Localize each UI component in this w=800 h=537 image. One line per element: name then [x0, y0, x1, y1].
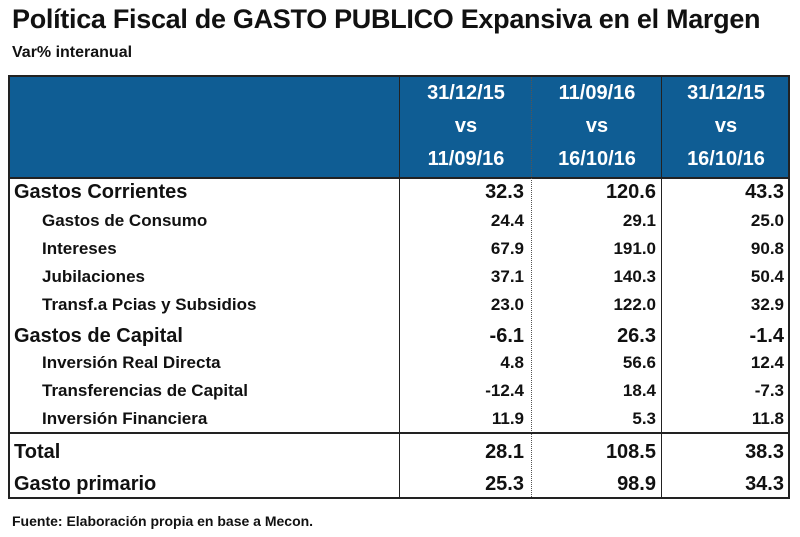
row-value: 38.3 [745, 441, 784, 463]
column-from: 31/12/15 [427, 82, 505, 104]
row-value: 32.3 [485, 181, 524, 203]
column-header-1: 31/12/15 vs 11/09/16 [400, 77, 532, 177]
row-value: -6.1 [489, 325, 524, 347]
row-value: 25.3 [485, 473, 524, 495]
subtitle: Var% interanual [12, 44, 133, 61]
table-row: Gastos de Consumo 24.4 29.1 25.0 [10, 207, 788, 235]
table-row: Transf.a Pcias y Subsidios 23.0 122.0 32.9 [10, 291, 788, 319]
row-value: 56.6 [622, 353, 656, 372]
column-vs: vs [454, 115, 478, 137]
row-label: Transf.a Pcias y Subsidios [42, 295, 257, 314]
row-value: 18.4 [622, 381, 656, 400]
table-row: Inversión Real Directa 4.8 56.6 12.4 [10, 349, 788, 377]
table-row: Gastos de Capital -6.1 26.3 -1.4 [10, 321, 788, 351]
row-value: 25.0 [750, 211, 784, 230]
row-value: 43.3 [745, 181, 784, 203]
column-divider [399, 77, 400, 497]
source-note: Fuente: Elaboración propia en base a Mec… [12, 513, 314, 529]
page-title: Política Fiscal de GASTO PUBLICO Expansi… [12, 4, 761, 34]
row-label: Inversión Financiera [42, 409, 208, 428]
row-value: 28.1 [485, 441, 524, 463]
row-label: Transferencias de Capital [42, 381, 248, 400]
column-to: 16/10/16 [687, 148, 765, 170]
row-label: Inversión Real Directa [42, 353, 221, 372]
row-label: Jubilaciones [42, 267, 145, 286]
row-value: 120.6 [605, 181, 656, 203]
row-value: 98.9 [617, 473, 656, 495]
row-value: 5.3 [632, 409, 656, 428]
table-row: Gasto primario 25.3 98.9 34.3 [10, 469, 788, 499]
table-row: Intereses 67.9 191.0 90.8 [10, 235, 788, 263]
row-value: -7.3 [754, 381, 784, 400]
row-value: 11.9 [491, 409, 524, 428]
row-label: Gastos Corrientes [14, 181, 188, 203]
row-value: 23.0 [490, 295, 524, 314]
row-value: 191.0 [613, 239, 656, 258]
data-table: 31/12/15 vs 11/09/16 11/09/16 vs 16/10/1… [8, 75, 790, 499]
row-value: 12.4 [750, 353, 784, 372]
column-header-2: 11/09/16 vs 16/10/16 [532, 77, 662, 177]
row-label: Gastos de Consumo [42, 211, 208, 230]
table-row: Inversión Financiera 11.9 5.3 11.8 [10, 405, 788, 433]
row-value: 26.3 [617, 325, 656, 347]
row-value: 32.9 [750, 295, 784, 314]
row-value: 29.1 [622, 211, 656, 230]
row-value: -12.4 [485, 381, 524, 400]
row-value: 140.3 [613, 267, 656, 286]
column-from: 31/12/15 [687, 82, 765, 104]
total-divider [10, 432, 788, 434]
row-label: Total [14, 441, 61, 463]
row-value: 67.9 [490, 239, 524, 258]
row-value: 4.8 [500, 353, 524, 372]
column-vs: vs [585, 115, 609, 137]
row-label: Intereses [42, 239, 117, 258]
row-value: 37.1 [490, 267, 524, 286]
row-value: 11.8 [751, 409, 784, 428]
column-header-3: 31/12/15 vs 16/10/16 [662, 77, 790, 177]
row-value: 50.4 [750, 267, 784, 286]
table-row: Total 28.1 108.5 38.3 [10, 437, 788, 467]
row-label: Gasto primario [14, 473, 157, 495]
table-row: Jubilaciones 37.1 140.3 50.4 [10, 263, 788, 291]
column-vs: vs [714, 115, 738, 137]
row-label: Gastos de Capital [14, 325, 183, 347]
row-value: 108.5 [605, 441, 656, 463]
column-to: 16/10/16 [558, 148, 636, 170]
row-value: 34.3 [745, 473, 784, 495]
column-divider [661, 77, 662, 497]
row-value: 122.0 [613, 295, 656, 314]
row-value: -1.4 [749, 325, 784, 347]
row-value: 90.8 [750, 239, 784, 258]
column-from: 11/09/16 [558, 82, 636, 104]
row-value: 24.4 [490, 211, 524, 230]
column-divider [531, 77, 532, 497]
column-to: 11/09/16 [427, 148, 505, 170]
table-row: Transferencias de Capital -12.4 18.4 -7.3 [10, 377, 788, 405]
table-row: Gastos Corrientes 32.3 120.6 43.3 [10, 177, 788, 207]
